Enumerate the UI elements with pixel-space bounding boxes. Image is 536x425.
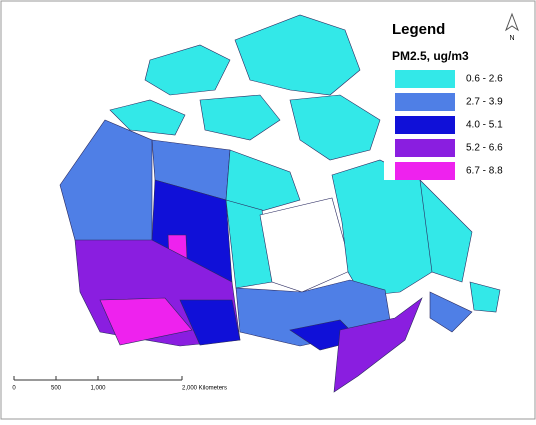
legend-swatch <box>395 162 455 180</box>
legend-label: 2.7 - 3.9 <box>466 97 503 108</box>
scale-bar: 0 500 1,000 2,000 Kilometers <box>12 376 227 392</box>
legend-label: 4.0 - 5.1 <box>466 120 503 131</box>
legend-swatch <box>395 93 455 111</box>
scale-label: 500 <box>51 386 62 392</box>
scale-label: 1,000 <box>90 386 106 392</box>
legend-swatch <box>395 139 455 157</box>
region <box>199 94 281 141</box>
region <box>333 297 423 393</box>
legend-label: 5.2 - 6.6 <box>466 143 503 154</box>
region <box>419 179 473 283</box>
map <box>59 14 501 393</box>
legend-label: 6.7 - 8.8 <box>466 166 503 177</box>
legend-swatch <box>395 116 455 134</box>
region <box>99 297 193 346</box>
scale-label: 2,000 Kilometers <box>182 386 227 392</box>
legend-label: 0.6 - 2.6 <box>466 74 503 85</box>
legend-title: Legend <box>392 21 445 38</box>
north-arrow-icon <box>504 12 520 32</box>
north-arrow: N <box>504 12 520 42</box>
legend-swatch <box>395 70 455 88</box>
region <box>144 44 231 96</box>
hudson-bay <box>259 197 353 293</box>
region <box>289 94 381 161</box>
north-label: N <box>509 35 514 42</box>
region <box>109 99 186 136</box>
region <box>234 14 361 96</box>
legend-subtitle: PM2.5, ug/m3 <box>392 49 469 63</box>
region <box>179 299 241 346</box>
region <box>225 149 301 213</box>
scale-label: 0 <box>12 386 16 392</box>
region <box>429 291 473 333</box>
legend: Legend PM2.5, ug/m3 0.6 - 2.6 2.7 - 3.9 4.… <box>384 12 503 180</box>
region <box>469 281 501 313</box>
